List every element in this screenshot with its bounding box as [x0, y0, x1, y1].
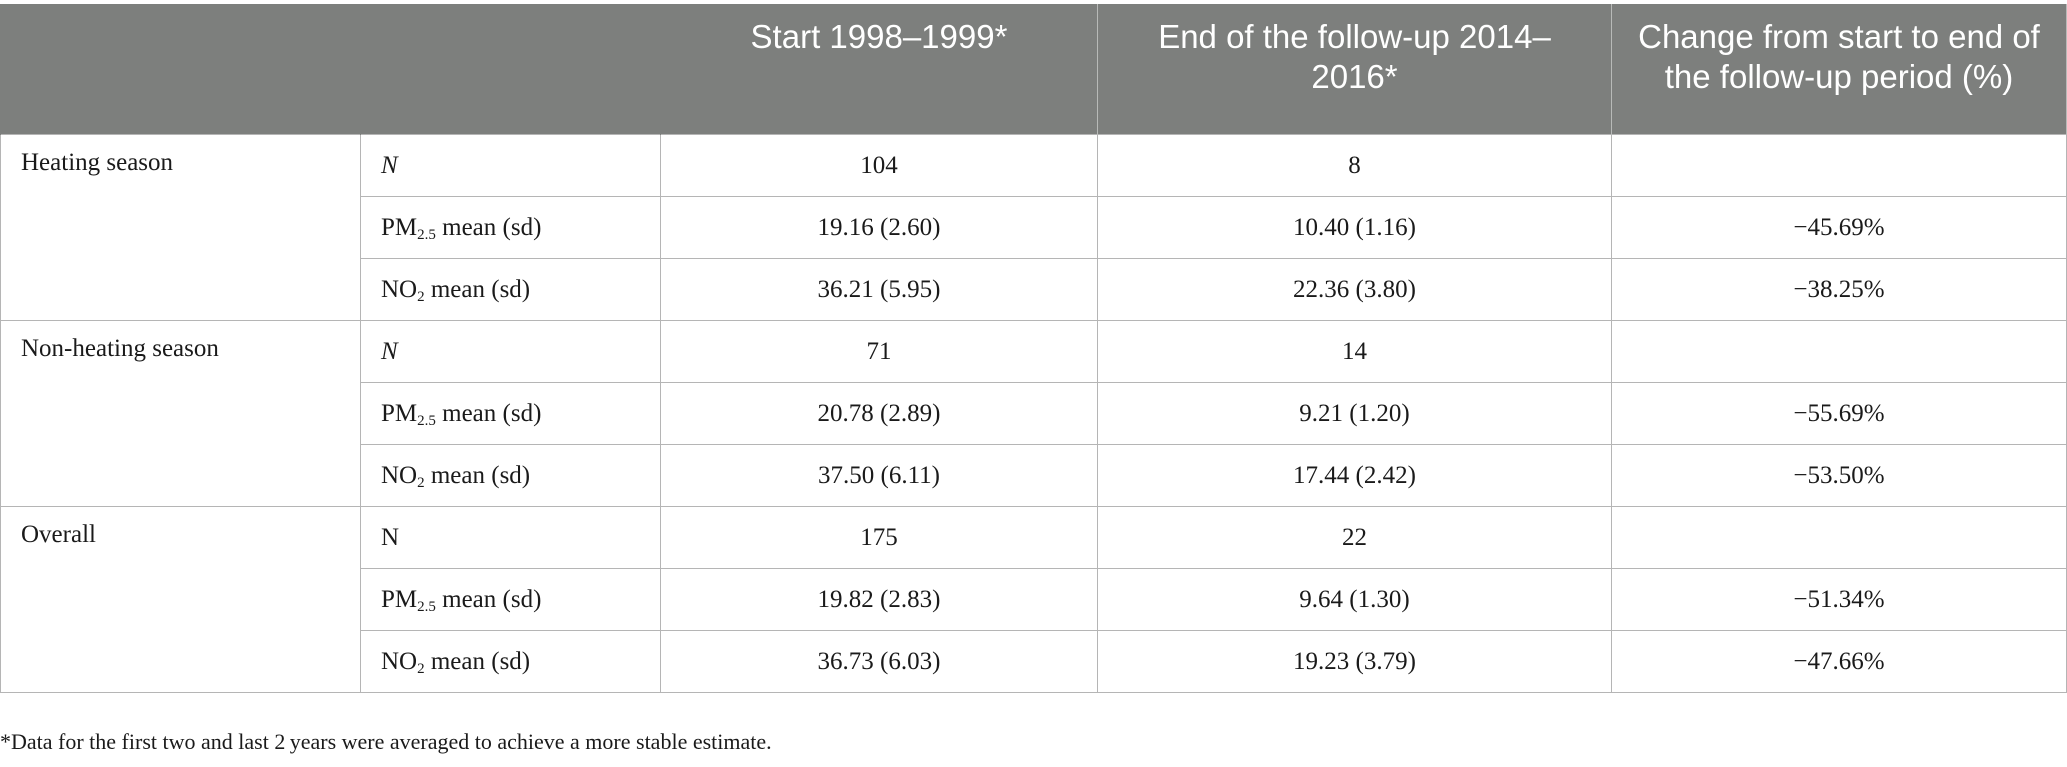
change-value: −38.25%: [1611, 258, 2067, 321]
change-value: −55.69%: [1611, 382, 2067, 445]
measure-main: PM: [381, 585, 418, 613]
start-value: 71: [660, 320, 1098, 383]
header-group-cell: [0, 4, 361, 135]
table-body: Heating season N 104 8 PM2.5 mean (sd) 1…: [0, 134, 2067, 693]
measure-subscript: 2: [417, 660, 425, 677]
end-value: 22.36 (3.80): [1097, 258, 1612, 321]
group-label: Overall: [0, 506, 361, 693]
measure-rest: mean (sd): [424, 275, 531, 303]
change-value: [1611, 506, 2067, 569]
measure-cell: NO2 mean (sd): [360, 258, 661, 321]
change-value: −53.50%: [1611, 444, 2067, 507]
header-change: Change from start to end of the follow-u…: [1611, 4, 2067, 135]
start-value: 36.73 (6.03): [660, 630, 1098, 693]
table-row: Overall N 175 22: [0, 506, 2067, 693]
start-value: 175: [660, 506, 1098, 569]
change-value: −51.34%: [1611, 568, 2067, 631]
table-row: NO2 mean (sd) 36.73 (6.03) 19.23 (3.79) …: [1, 630, 2067, 693]
start-value: 37.50 (6.11): [660, 444, 1098, 507]
header-start: Start 1998–1999*: [660, 4, 1098, 135]
measure-subscript: 2.5: [417, 598, 436, 615]
change-value: [1611, 134, 2067, 197]
end-value: 19.23 (3.79): [1097, 630, 1612, 693]
measure-main: PM: [381, 399, 418, 427]
end-value: 10.40 (1.16): [1097, 196, 1612, 259]
header-row: Start 1998–1999* End of the follow-up 20…: [0, 4, 2067, 135]
measure-main: NO: [381, 275, 418, 303]
data-table-container: Start 1998–1999* End of the follow-up 20…: [0, 4, 2067, 693]
measure-subscript: 2: [417, 288, 425, 305]
start-value: 19.82 (2.83): [660, 568, 1098, 631]
measure-main: N: [381, 337, 398, 365]
measure-main: N: [381, 523, 400, 551]
start-value: 104: [660, 134, 1098, 197]
group-label: Heating season: [0, 134, 361, 321]
measure-cell: NO2 mean (sd): [360, 630, 661, 693]
measure-cell: N: [360, 320, 661, 383]
table-footnote: *Data for the first two and last 2 years…: [0, 729, 772, 754]
end-value: 17.44 (2.42): [1097, 444, 1612, 507]
measure-main: NO: [381, 647, 418, 675]
measure-rest: mean (sd): [435, 399, 542, 427]
start-value: 36.21 (5.95): [660, 258, 1098, 321]
measure-cell: PM2.5 mean (sd): [360, 382, 661, 445]
change-value: −45.69%: [1611, 196, 2067, 259]
end-value: 9.64 (1.30): [1097, 568, 1612, 631]
measure-cell: PM2.5 mean (sd): [360, 196, 661, 259]
measure-main: NO: [381, 461, 418, 489]
measure-cell: N: [360, 506, 661, 569]
measure-subscript: 2: [417, 474, 425, 491]
table-row: PM2.5 mean (sd) 19.16 (2.60) 10.40 (1.16…: [1, 196, 2067, 259]
header-end: End of the follow-up 2014–2016*: [1097, 4, 1612, 135]
measure-rest: mean (sd): [435, 213, 542, 241]
end-value: 22: [1097, 506, 1612, 569]
end-value: 14: [1097, 320, 1612, 383]
measure-rest: mean (sd): [435, 585, 542, 613]
measure-rest: mean (sd): [424, 461, 531, 489]
table-header: Start 1998–1999* End of the follow-up 20…: [0, 4, 2067, 135]
table-row: PM2.5 mean (sd) 20.78 (2.89) 9.21 (1.20)…: [1, 382, 2067, 445]
start-value: 20.78 (2.89): [660, 382, 1098, 445]
start-value: 19.16 (2.60): [660, 196, 1098, 259]
table-row: Non-heating season N 71 14: [0, 320, 2067, 507]
table-row: PM2.5 mean (sd) 19.82 (2.83) 9.64 (1.30)…: [1, 568, 2067, 631]
table-row: Heating season N 104 8: [0, 134, 2067, 321]
measure-cell: PM2.5 mean (sd): [360, 568, 661, 631]
change-value: −47.66%: [1611, 630, 2067, 693]
header-measure-cell: [360, 4, 661, 135]
measure-rest: mean (sd): [424, 647, 531, 675]
measure-main: N: [381, 151, 398, 179]
measure-main: PM: [381, 213, 418, 241]
exposure-table: Start 1998–1999* End of the follow-up 20…: [0, 4, 2067, 693]
end-value: 8: [1097, 134, 1612, 197]
end-value: 9.21 (1.20): [1097, 382, 1612, 445]
measure-cell: NO2 mean (sd): [360, 444, 661, 507]
measure-subscript: 2.5: [417, 226, 436, 243]
group-label: Non-heating season: [0, 320, 361, 507]
change-value: [1611, 320, 2067, 383]
measure-subscript: 2.5: [417, 412, 436, 429]
measure-cell: N: [360, 134, 661, 197]
